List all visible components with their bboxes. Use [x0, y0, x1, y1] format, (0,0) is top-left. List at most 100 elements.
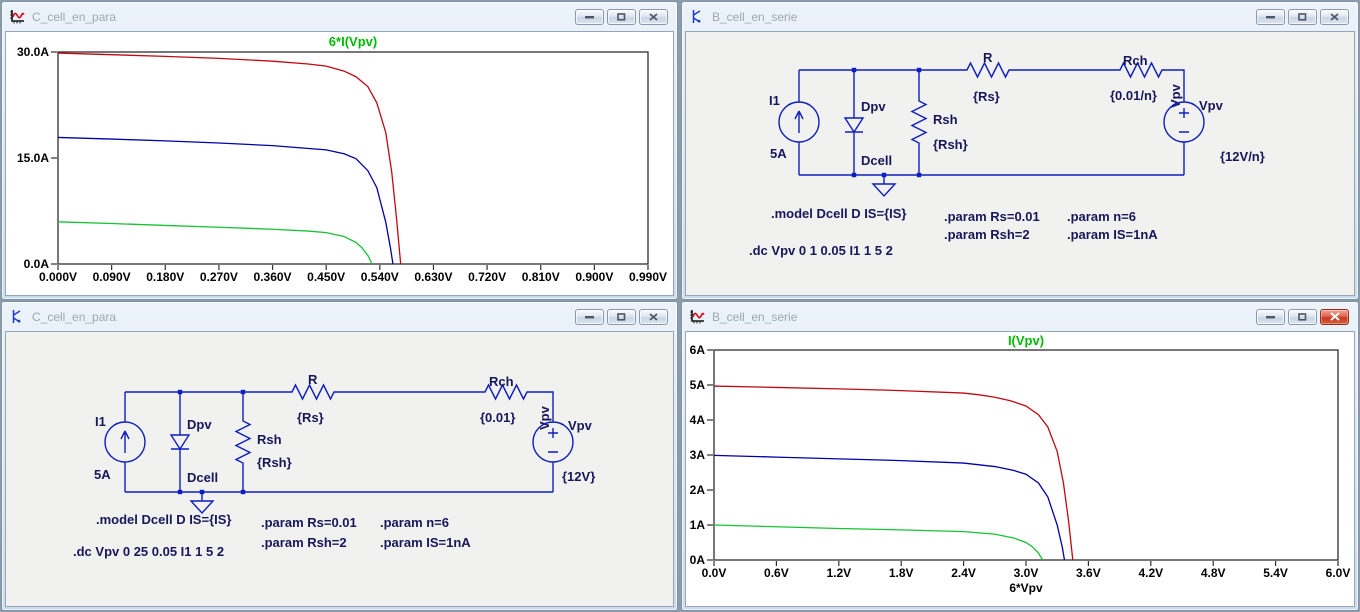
- diode-Dpv[interactable]: [843, 117, 865, 134]
- trace-I1=5A[interactable]: [57, 52, 402, 265]
- diode-name[interactable]: Dpv: [187, 417, 212, 432]
- voltage-source-Vpv[interactable]: [1163, 101, 1205, 143]
- x-tick-label: 0.270V: [200, 270, 238, 284]
- voltage-source-value[interactable]: {12V/n}: [1220, 149, 1265, 164]
- resistor-r-value[interactable]: {Rs}: [973, 89, 1000, 104]
- resistor-rsh-name[interactable]: Rsh: [933, 112, 958, 127]
- waveform-pane[interactable]: I(Vpv) 0.0V 0.6V 1.2V 1.8V 2.4V 3.0V 3.6V 4.2V 4.…: [685, 331, 1355, 607]
- trace-I1=1A[interactable]: [57, 221, 373, 265]
- restore-button[interactable]: [1288, 308, 1317, 325]
- trace-I1=1A[interactable]: [713, 524, 1044, 561]
- resistor-Rsh[interactable]: [910, 92, 928, 152]
- junction-dots: [177, 389, 246, 495]
- directive-param-n[interactable]: .param n=6: [380, 515, 449, 530]
- y-tick-label: 1A: [690, 518, 706, 532]
- minimize-button[interactable]: [575, 8, 604, 25]
- trace-I1=5A[interactable]: [713, 385, 1074, 561]
- directive-param-n[interactable]: .param n=6: [1067, 209, 1136, 224]
- waveform-icon[interactable]: [689, 309, 706, 324]
- current-source-I1[interactable]: [778, 101, 820, 143]
- resistor-Rsh[interactable]: [234, 412, 252, 472]
- restore-button[interactable]: [1288, 8, 1317, 25]
- resistor-rch-name[interactable]: Rch: [489, 374, 514, 389]
- minimize-button[interactable]: [1256, 308, 1285, 325]
- resistor-rsh-name[interactable]: Rsh: [257, 432, 282, 447]
- schematic-pane[interactable]: I1 5A Dpv Dcell Rsh {Rsh} R: [685, 31, 1355, 296]
- waveform-icon[interactable]: [9, 9, 26, 24]
- ground-symbol[interactable]: [189, 500, 215, 515]
- junction-dots: [851, 67, 922, 178]
- trace-I1=3A[interactable]: [57, 136, 394, 265]
- schematic-icon[interactable]: [689, 9, 706, 24]
- titlebar[interactable]: B_cell_en_serie: [682, 2, 1358, 29]
- directive-param-rsh[interactable]: .param Rsh=2: [261, 535, 347, 550]
- directive-param-is[interactable]: .param IS=1nA: [380, 535, 471, 550]
- resistor-rsh-value[interactable]: {Rsh}: [257, 455, 292, 470]
- current-source-value[interactable]: 5A: [94, 467, 111, 482]
- current-source-value[interactable]: 5A: [770, 146, 787, 161]
- directive-model[interactable]: .model Dcell D IS={IS}: [96, 512, 231, 527]
- window-waveform-b-cell-en-serie[interactable]: B_cell_en_serie I(Vpv) 0.0V 0.6V 1.2V 1.8V 2.…: [681, 301, 1359, 611]
- titlebar[interactable]: B_cell_en_serie: [682, 302, 1358, 329]
- window-title: C_cell_en_para: [32, 9, 117, 24]
- window-schematic-b-cell-en-serie[interactable]: B_cell_en_serie I1 5A: [681, 1, 1359, 300]
- diode-model[interactable]: Dcell: [861, 153, 892, 168]
- resistor-r-value[interactable]: {Rs}: [297, 410, 324, 425]
- titlebar[interactable]: C_cell_en_para: [2, 302, 677, 329]
- window-waveform-c-cell-en-para[interactable]: C_cell_en_para 6*I(Vpv) 0.000V 0.090V 0.180…: [1, 1, 678, 300]
- diode-name[interactable]: Dpv: [861, 99, 886, 114]
- resistor-Rch[interactable]: [1111, 61, 1171, 79]
- directive-param-rsh[interactable]: .param Rsh=2: [944, 227, 1030, 242]
- resistor-rch-value[interactable]: {0.01/n}: [1110, 88, 1157, 103]
- close-button[interactable]: [639, 8, 668, 25]
- directive-model[interactable]: .model Dcell D IS={IS}: [771, 206, 906, 221]
- minimize-button[interactable]: [575, 308, 604, 325]
- schematic-canvas-serie[interactable]: I1 5A Dpv Dcell Rsh {Rsh} R: [686, 32, 1355, 298]
- schematic-icon[interactable]: [9, 309, 26, 324]
- voltage-source-name[interactable]: Vpv: [568, 418, 593, 433]
- directive-param-rs[interactable]: .param Rs=0.01: [261, 515, 357, 530]
- current-source-I1[interactable]: [104, 421, 146, 463]
- voltage-source-name[interactable]: Vpv: [1199, 98, 1224, 113]
- iv-curve-chart[interactable]: I(Vpv) 0.0V 0.6V 1.2V 1.8V 2.4V 3.0V 3.6V 4.2V 4.…: [686, 332, 1356, 608]
- resistor-rsh-value[interactable]: {Rsh}: [933, 137, 968, 152]
- titlebar[interactable]: C_cell_en_para: [2, 2, 677, 29]
- ground-symbol[interactable]: [871, 183, 897, 198]
- close-button[interactable]: [1320, 308, 1349, 325]
- window-schematic-c-cell-en-para[interactable]: C_cell_en_para I1 5A: [1, 301, 678, 611]
- resistor-r-name[interactable]: R: [983, 50, 993, 65]
- net-label-vpv[interactable]: Vpv: [1168, 83, 1183, 108]
- current-source-name[interactable]: I1: [95, 414, 106, 429]
- schematic-canvas-para[interactable]: I1 5A Dpv Dcell Rsh {Rsh} R: [6, 332, 675, 608]
- restore-button[interactable]: [607, 308, 636, 325]
- resistor-R[interactable]: [958, 61, 1018, 79]
- resistor-r-name[interactable]: R: [308, 372, 318, 387]
- resistor-rch-value[interactable]: {0.01}: [480, 410, 515, 425]
- net-label-vpv[interactable]: Vpv: [537, 405, 552, 430]
- voltage-source-Vpv[interactable]: [532, 421, 574, 463]
- iv-curve-chart-6xI[interactable]: 6*I(Vpv) 0.000V 0.090V 0.180V 0.270V 0.360V 0.…: [6, 32, 675, 298]
- wires[interactable]: [124, 391, 554, 501]
- resistor-R[interactable]: [283, 383, 343, 401]
- trace-I1=3A[interactable]: [713, 454, 1066, 561]
- x-tick-label: 0.0V: [702, 566, 727, 580]
- directive-param-rs[interactable]: .param Rs=0.01: [944, 209, 1040, 224]
- minimize-button[interactable]: [1256, 8, 1285, 25]
- wires[interactable]: [798, 69, 1185, 184]
- window-controls: [575, 8, 668, 25]
- diode-model[interactable]: Dcell: [187, 470, 218, 485]
- waveform-pane[interactable]: 6*I(Vpv) 0.000V 0.090V 0.180V 0.270V 0.360V 0.…: [5, 31, 674, 296]
- diode-Dpv[interactable]: [169, 434, 191, 451]
- close-button[interactable]: [639, 308, 668, 325]
- y-tick-label: 3A: [690, 448, 706, 462]
- resistor-rch-name[interactable]: Rch: [1123, 53, 1148, 68]
- directive-dc[interactable]: .dc Vpv 0 25 0.05 I1 1 5 2: [73, 544, 224, 559]
- close-button[interactable]: [1320, 8, 1349, 25]
- voltage-source-value[interactable]: {12V}: [562, 469, 595, 484]
- directive-param-is[interactable]: .param IS=1nA: [1067, 227, 1158, 242]
- resistor-Rch[interactable]: [476, 383, 536, 401]
- current-source-name[interactable]: I1: [769, 93, 780, 108]
- directive-dc[interactable]: .dc Vpv 0 1 0.05 I1 1 5 2: [749, 243, 893, 258]
- schematic-pane[interactable]: I1 5A Dpv Dcell Rsh {Rsh} R: [5, 331, 674, 607]
- restore-button[interactable]: [607, 8, 636, 25]
